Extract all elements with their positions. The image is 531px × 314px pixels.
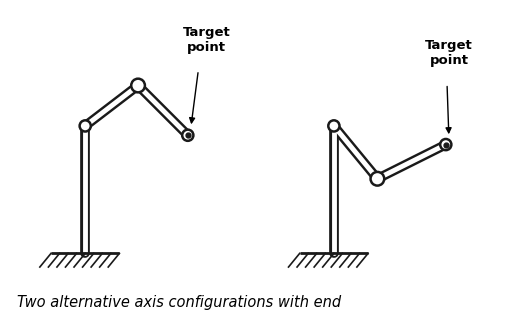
- Circle shape: [131, 79, 145, 92]
- Circle shape: [328, 120, 339, 132]
- Text: Target
point: Target point: [183, 26, 230, 54]
- Circle shape: [182, 130, 193, 141]
- Circle shape: [371, 172, 384, 186]
- Text: Target
point: Target point: [425, 39, 473, 67]
- Circle shape: [440, 139, 451, 150]
- Text: Two alternative axis configurations with end: Two alternative axis configurations with…: [17, 295, 341, 310]
- Circle shape: [80, 120, 91, 132]
